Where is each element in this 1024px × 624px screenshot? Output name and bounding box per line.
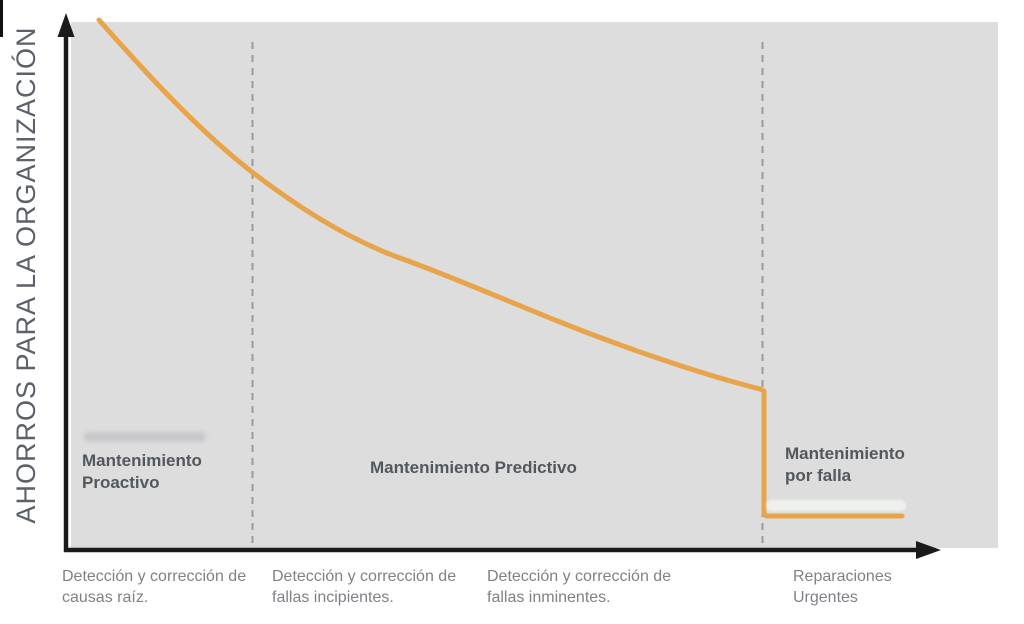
x-axis-label-fallas-inminentes: Detección y corrección de fallas inminen…: [487, 568, 672, 606]
region-label-mantenimiento-predictivo: Mantenimiento Predictivo: [370, 458, 577, 477]
region-label-mantenimiento-proactivo: Mantenimiento Proactivo: [82, 451, 202, 492]
x-axis-label-reparaciones-urgentes: Reparaciones Urgentes: [793, 568, 892, 606]
plot-area: [71, 22, 998, 548]
y-axis-arrowhead-icon: [57, 13, 75, 37]
y-axis-title: AHORROS PARA LA ORGANIZACIÓN: [11, 26, 41, 524]
x-axis-arrowhead-icon: [916, 541, 941, 559]
edge-artifact: [0, 0, 3, 37]
x-axis-label-causas-raiz: Detección y corrección de causas raíz.: [62, 568, 247, 606]
savings-curve: [96, 17, 905, 519]
region-label-mantenimiento-por-falla: Mantenimiento por falla: [785, 444, 905, 485]
x-axis-label-fallas-incipientes: Detección y corrección de fallas incipie…: [272, 568, 457, 606]
